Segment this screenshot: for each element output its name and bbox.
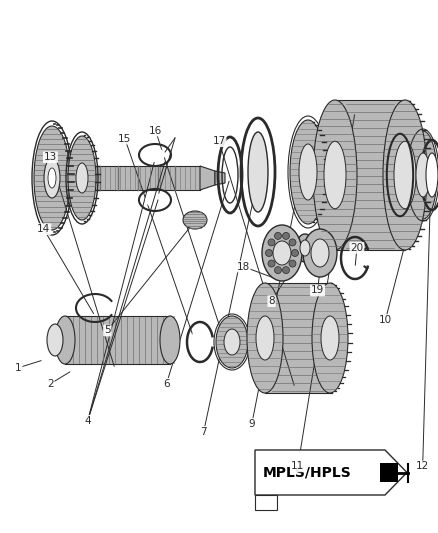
Ellipse shape — [311, 239, 329, 267]
Ellipse shape — [321, 316, 339, 360]
Ellipse shape — [68, 136, 96, 220]
Polygon shape — [200, 166, 215, 190]
Text: 8: 8 — [268, 296, 275, 306]
Text: 17: 17 — [212, 136, 226, 146]
Text: 15: 15 — [118, 134, 131, 143]
Circle shape — [275, 232, 282, 239]
Text: 12: 12 — [416, 462, 429, 471]
Bar — [265, 283, 330, 393]
Text: 9: 9 — [248, 419, 255, 429]
Polygon shape — [255, 495, 277, 510]
Ellipse shape — [300, 240, 310, 256]
Circle shape — [268, 239, 275, 246]
Ellipse shape — [303, 229, 337, 277]
Ellipse shape — [44, 158, 60, 198]
Polygon shape — [255, 450, 407, 495]
Ellipse shape — [248, 132, 268, 212]
Text: 4: 4 — [84, 416, 91, 426]
Circle shape — [265, 249, 272, 256]
Text: 2: 2 — [47, 379, 54, 389]
Ellipse shape — [394, 141, 416, 209]
Ellipse shape — [409, 131, 437, 219]
Text: 16: 16 — [149, 126, 162, 135]
Ellipse shape — [383, 100, 427, 250]
Ellipse shape — [426, 153, 438, 197]
Ellipse shape — [48, 168, 56, 188]
Polygon shape — [45, 166, 80, 190]
Text: 19: 19 — [311, 286, 324, 295]
Text: 10: 10 — [379, 315, 392, 325]
Ellipse shape — [256, 316, 274, 360]
Text: 7: 7 — [200, 427, 207, 437]
Circle shape — [292, 249, 299, 256]
Ellipse shape — [416, 153, 430, 197]
Bar — [80, 166, 200, 190]
Circle shape — [289, 239, 296, 246]
Text: MPLS/HPLS: MPLS/HPLS — [263, 465, 352, 480]
Ellipse shape — [224, 329, 240, 355]
Ellipse shape — [160, 316, 180, 364]
Ellipse shape — [273, 241, 291, 265]
Text: 5: 5 — [104, 326, 111, 335]
Ellipse shape — [296, 234, 314, 262]
Ellipse shape — [290, 120, 326, 224]
Ellipse shape — [47, 324, 63, 356]
Ellipse shape — [299, 144, 317, 200]
Text: 1: 1 — [15, 363, 22, 373]
Polygon shape — [215, 171, 225, 185]
Text: 18: 18 — [237, 262, 250, 271]
Text: 13: 13 — [44, 152, 57, 162]
Text: 14: 14 — [37, 224, 50, 234]
Ellipse shape — [34, 126, 70, 230]
Bar — [380, 463, 398, 482]
Ellipse shape — [216, 316, 248, 368]
Bar — [335, 100, 405, 250]
Text: 6: 6 — [163, 379, 170, 389]
Ellipse shape — [324, 141, 346, 209]
Bar — [65, 316, 175, 364]
Ellipse shape — [247, 283, 283, 393]
Circle shape — [283, 266, 290, 273]
Text: 4: 4 — [84, 416, 91, 426]
Ellipse shape — [55, 316, 75, 364]
Ellipse shape — [183, 211, 207, 229]
Circle shape — [275, 266, 282, 273]
Ellipse shape — [191, 327, 209, 357]
Circle shape — [268, 260, 275, 267]
Circle shape — [289, 260, 296, 267]
Ellipse shape — [145, 193, 165, 207]
Ellipse shape — [313, 100, 357, 250]
Ellipse shape — [145, 148, 165, 162]
Circle shape — [283, 232, 290, 239]
Ellipse shape — [76, 163, 88, 193]
Text: 11: 11 — [291, 462, 304, 471]
Ellipse shape — [312, 283, 348, 393]
Text: 20: 20 — [350, 243, 364, 253]
Ellipse shape — [262, 225, 302, 281]
